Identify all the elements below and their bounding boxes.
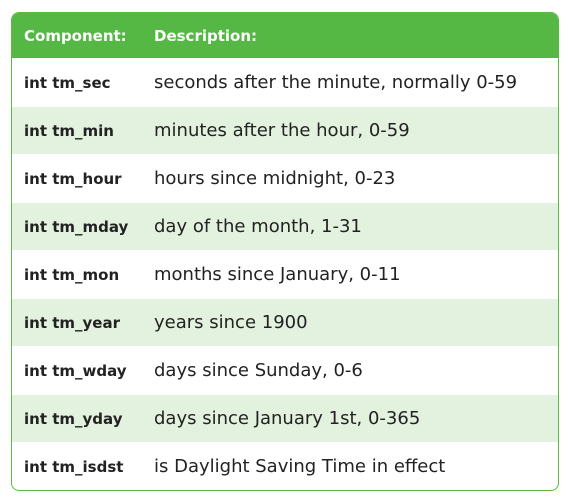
header-component: Component: [24,26,127,45]
row-component: int tm_hour [24,169,122,188]
row-description: minutes after the hour, 0-59 [154,120,410,141]
table-row: int tm_mon months since January, 0-11 [12,250,558,298]
header-description: Description: [154,26,258,45]
row-description: seconds after the minute, normally 0-59 [154,72,518,93]
table-row: int tm_sec seconds after the minute, nor… [12,58,558,106]
row-component: int tm_sec [24,73,111,92]
row-component: int tm_year [24,313,120,332]
row-description: hours since midnight, 0-23 [154,168,396,189]
row-description: day of the month, 1-31 [154,216,362,237]
table-row: int tm_min minutes after the hour, 0-59 [12,106,558,154]
row-component: int tm_mday [24,217,129,236]
row-description: days since Sunday, 0-6 [154,360,363,381]
table-row: int tm_yday days since January 1st, 0-36… [12,394,558,442]
tm-struct-table: Component: Description: int tm_sec secon… [11,12,559,491]
table-row: int tm_mday day of the month, 1-31 [12,202,558,250]
row-component: int tm_yday [24,409,123,428]
table-row: int tm_wday days since Sunday, 0-6 [12,346,558,394]
row-description: days since January 1st, 0-365 [154,408,421,429]
table-row: int tm_isdst is Daylight Saving Time in … [12,442,558,490]
table-row: int tm_year years since 1900 [12,298,558,346]
row-description: months since January, 0-11 [154,264,401,285]
table-header: Component: Description: [12,13,558,58]
row-description: years since 1900 [154,312,308,333]
row-component: int tm_min [24,121,114,140]
table-row: int tm_hour hours since midnight, 0-23 [12,154,558,202]
row-component: int tm_wday [24,361,127,380]
row-component: int tm_isdst [24,457,124,476]
row-component: int tm_mon [24,265,120,284]
row-description: is Daylight Saving Time in effect [154,456,446,477]
